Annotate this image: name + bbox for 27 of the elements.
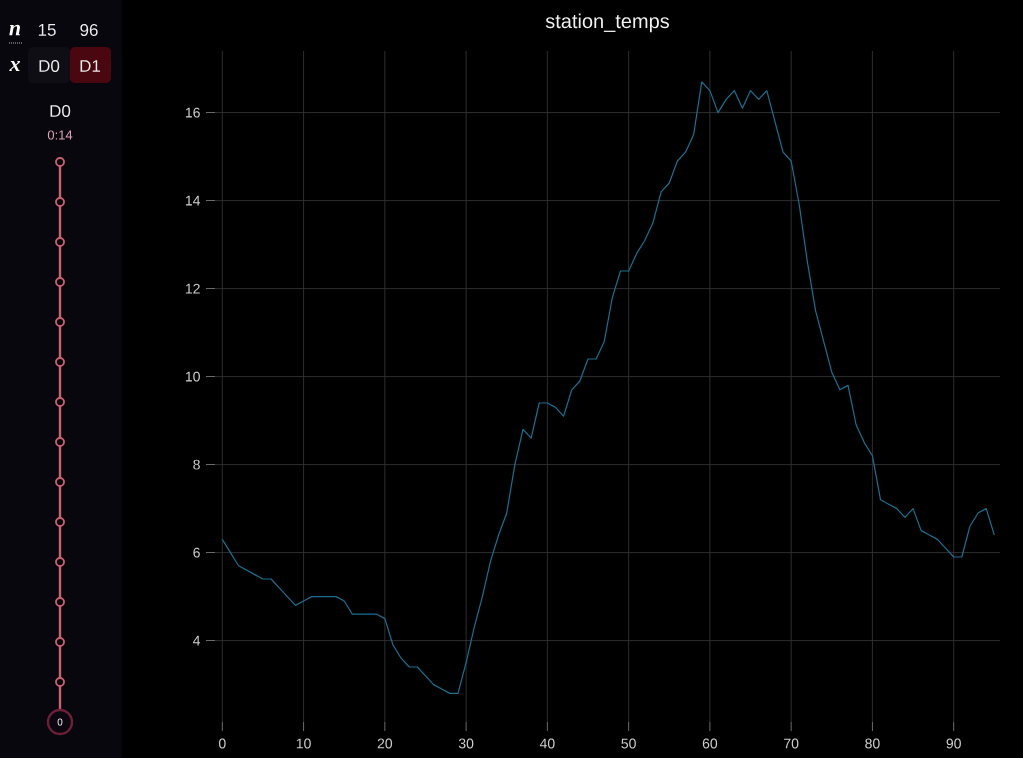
x-tick-label: 80 [865, 738, 880, 749]
x-tick-label: 90 [946, 738, 961, 749]
x-tick-label: 0 [218, 738, 226, 749]
text: x [9, 60, 20, 72]
y-tick-label: 14 [185, 195, 201, 206]
x-tick-label: 70 [784, 738, 799, 749]
text: 96 [80, 23, 98, 37]
x-tick-label: 20 [377, 738, 393, 749]
y-tick-label: 12 [185, 283, 200, 294]
text: 15 [38, 24, 56, 36]
chart-title: station_temps [545, 13, 670, 33]
y-tick-label: 4 [193, 635, 201, 646]
x-tick-label: 50 [621, 738, 636, 749]
y-tick-label: 6 [193, 547, 200, 558]
text: D0 [50, 104, 71, 118]
y-tick-label: 16 [185, 107, 200, 118]
text: D1 [80, 60, 101, 72]
x-tick-label: 60 [702, 738, 718, 749]
text: D0 [39, 59, 60, 73]
text: 0 [57, 718, 63, 726]
text: 0:14 [47, 130, 73, 140]
x-tick-label: 40 [539, 738, 555, 749]
x-tick-label: 30 [458, 738, 474, 749]
text: n [9, 24, 21, 36]
y-tick-label: 8 [193, 459, 200, 470]
y-tick-label: 10 [185, 371, 200, 382]
x-tick-label: 10 [296, 738, 311, 749]
